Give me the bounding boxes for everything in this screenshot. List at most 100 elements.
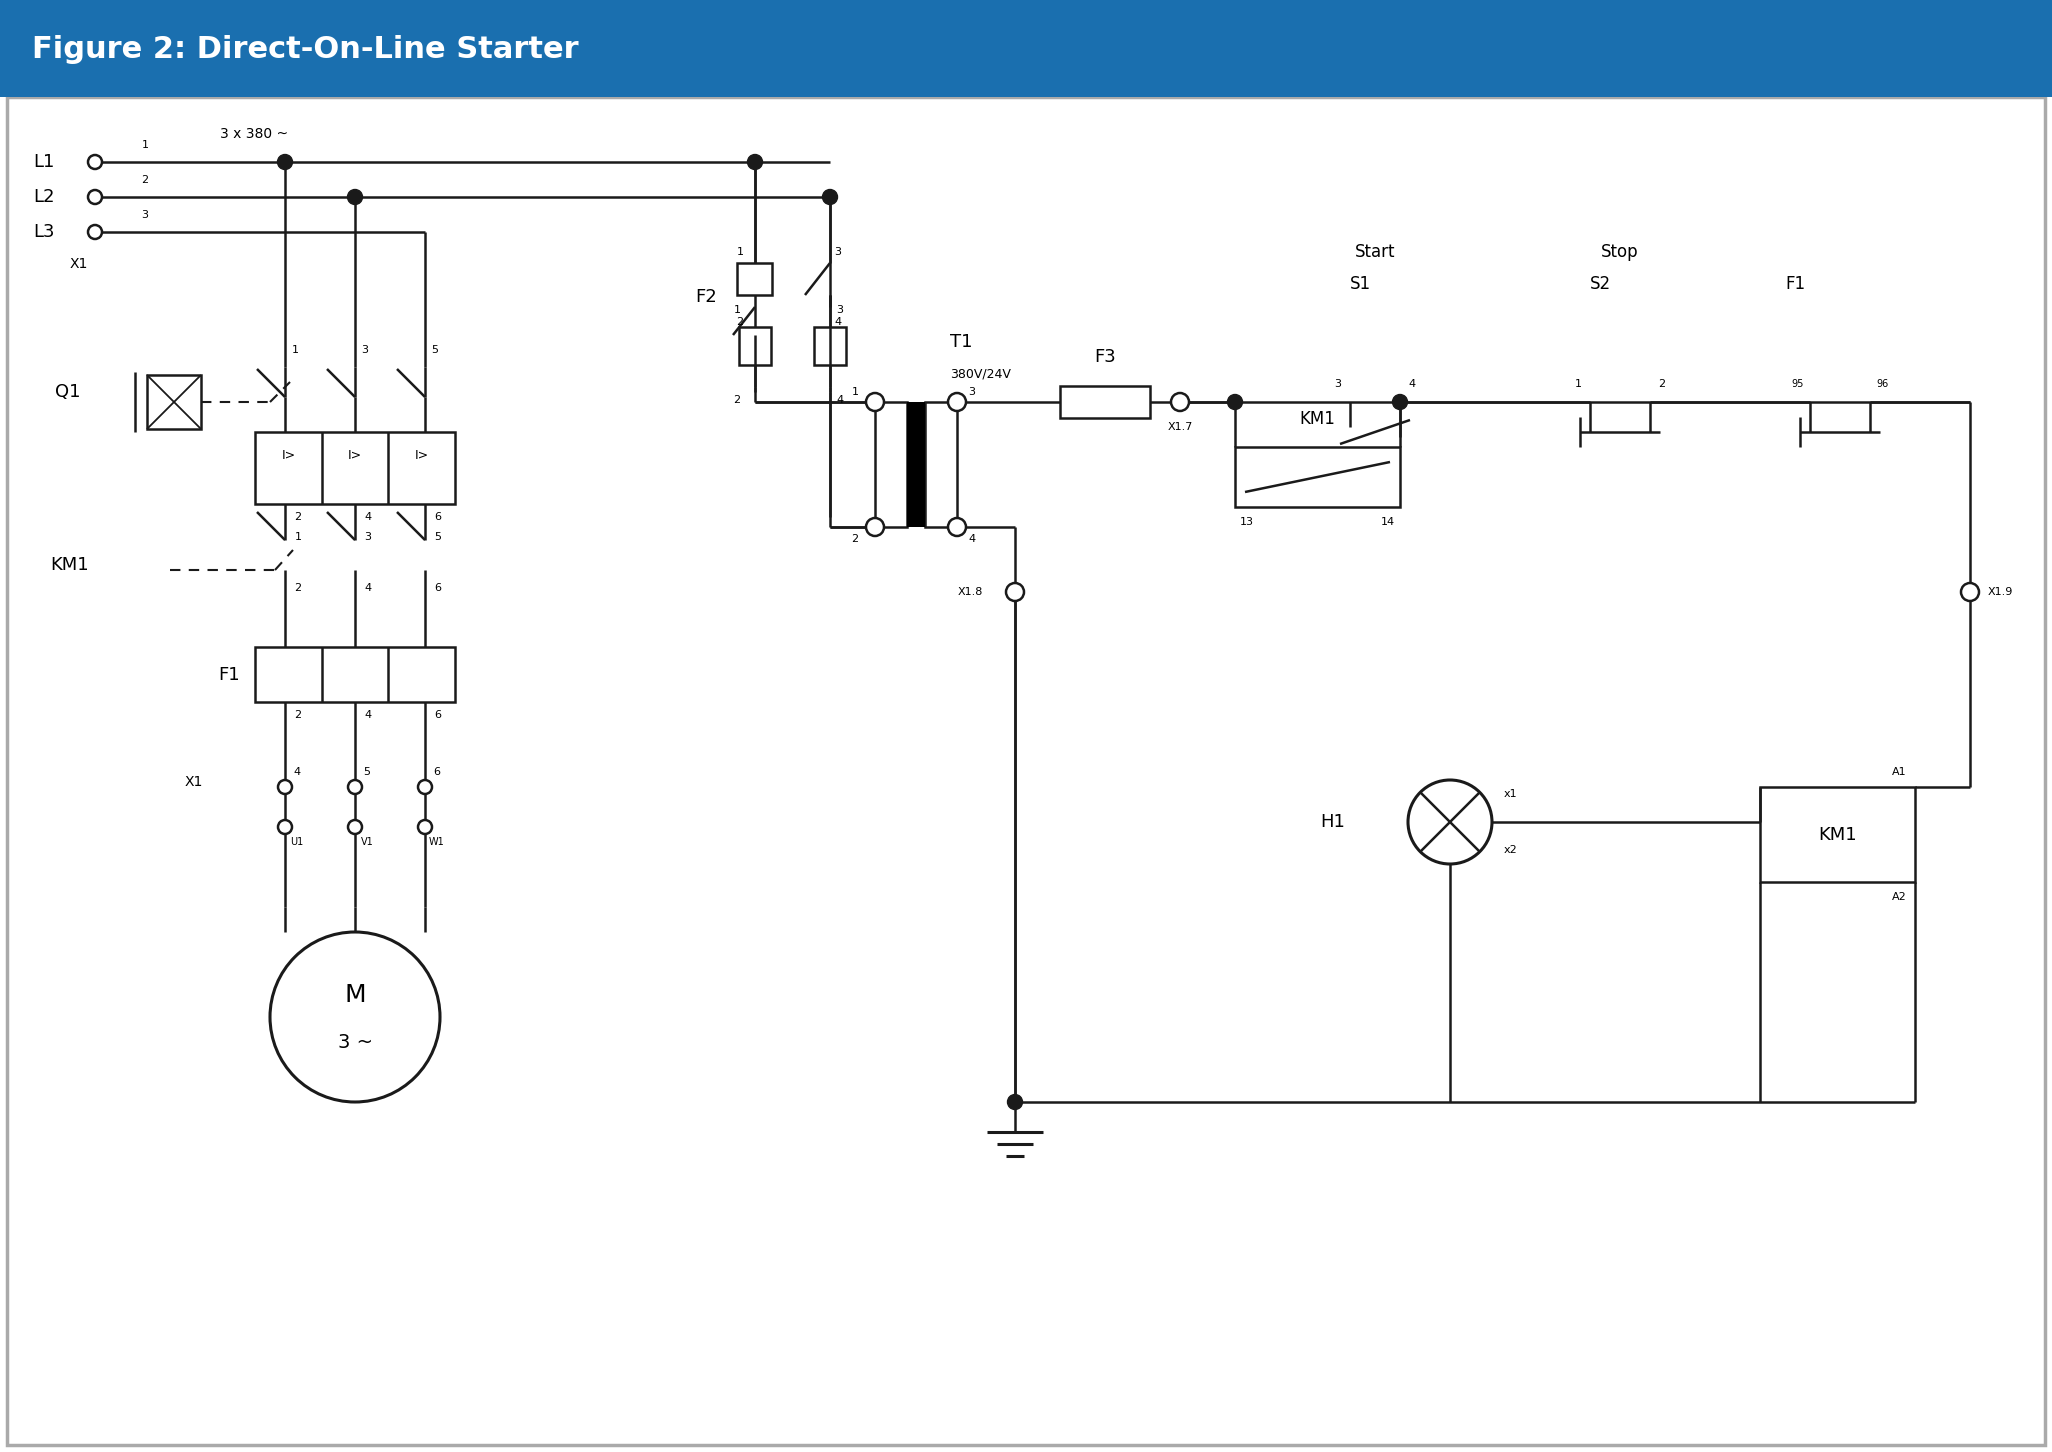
Text: W1: W1 (429, 836, 445, 847)
Text: 1: 1 (1574, 379, 1582, 389)
Bar (1235, 447, 1399, 507)
Text: I>: I> (415, 449, 429, 462)
Text: 1: 1 (852, 388, 858, 396)
Text: KM1: KM1 (1818, 826, 1857, 844)
Bar (739, 327, 772, 364)
Text: F1: F1 (218, 665, 240, 684)
Text: 14: 14 (1381, 517, 1395, 527)
Text: 2: 2 (1658, 379, 1666, 389)
Circle shape (277, 820, 291, 833)
Text: KM1: KM1 (49, 556, 88, 574)
Text: 3: 3 (1334, 379, 1342, 389)
Text: 4: 4 (1408, 379, 1416, 389)
Text: KM1: KM1 (1299, 409, 1336, 428)
Circle shape (866, 518, 884, 536)
Text: M: M (345, 983, 365, 1008)
Text: 13: 13 (1239, 517, 1254, 527)
Text: A1: A1 (1892, 767, 1906, 777)
Text: 4: 4 (365, 513, 371, 523)
Circle shape (88, 155, 103, 168)
Text: 96: 96 (1876, 379, 1888, 389)
Text: 3: 3 (969, 388, 975, 396)
Text: 1: 1 (295, 531, 302, 542)
Circle shape (1172, 393, 1188, 411)
Circle shape (347, 190, 363, 205)
Bar (907, 402, 925, 527)
Circle shape (1227, 395, 1244, 409)
Text: 1: 1 (733, 305, 741, 315)
Text: X1.8: X1.8 (958, 587, 983, 597)
Circle shape (948, 518, 966, 536)
Text: 1: 1 (737, 247, 743, 257)
Text: 1: 1 (142, 139, 148, 150)
Text: I>: I> (349, 449, 361, 462)
Text: L1: L1 (33, 152, 55, 171)
Text: L3: L3 (33, 224, 55, 241)
Circle shape (419, 780, 433, 794)
Circle shape (747, 154, 763, 170)
Text: 5: 5 (435, 531, 441, 542)
FancyBboxPatch shape (0, 0, 2052, 97)
Circle shape (1393, 395, 1408, 409)
Text: V1: V1 (361, 836, 373, 847)
Text: I>: I> (281, 449, 295, 462)
Bar (254, 433, 456, 504)
Circle shape (1005, 584, 1024, 601)
Bar (874, 402, 907, 527)
Circle shape (823, 190, 837, 205)
Text: 6: 6 (435, 584, 441, 592)
Text: X1.7: X1.7 (1168, 423, 1192, 433)
Bar (1761, 787, 1915, 881)
Text: 6: 6 (433, 767, 441, 777)
Text: 1: 1 (291, 346, 298, 354)
Text: 2: 2 (733, 395, 741, 405)
Text: 3: 3 (142, 211, 148, 221)
Text: Stop: Stop (1601, 242, 1640, 261)
Bar (925, 402, 956, 527)
Bar (1061, 386, 1149, 418)
Text: A2: A2 (1892, 892, 1906, 902)
Text: 4: 4 (969, 534, 975, 544)
Circle shape (349, 820, 361, 833)
Text: 3: 3 (837, 305, 843, 315)
Text: Q1: Q1 (55, 383, 80, 401)
Text: 5: 5 (431, 346, 439, 354)
Text: x2: x2 (1504, 845, 1518, 855)
Text: X1: X1 (70, 257, 88, 272)
Text: F2: F2 (696, 287, 716, 306)
Text: 2: 2 (293, 584, 302, 592)
Text: Start: Start (1354, 242, 1395, 261)
Circle shape (419, 820, 433, 833)
Text: x1: x1 (1504, 788, 1518, 799)
Text: 380V/24V: 380V/24V (950, 367, 1012, 380)
Circle shape (349, 780, 361, 794)
Circle shape (88, 225, 103, 240)
Text: 6: 6 (435, 513, 441, 523)
Text: 2: 2 (852, 534, 858, 544)
Circle shape (948, 393, 966, 411)
Text: 2: 2 (737, 317, 743, 327)
Text: 2: 2 (142, 176, 148, 184)
Circle shape (866, 393, 884, 411)
Text: 5: 5 (363, 767, 371, 777)
Circle shape (1962, 584, 1978, 601)
Circle shape (277, 154, 293, 170)
Text: 4: 4 (293, 767, 300, 777)
Text: S2: S2 (1590, 274, 1611, 293)
Bar (737, 263, 772, 295)
Bar (815, 327, 845, 364)
Text: 3: 3 (361, 346, 369, 354)
Text: 3 ~: 3 ~ (337, 1032, 373, 1051)
Text: T1: T1 (950, 333, 973, 351)
Text: F3: F3 (1094, 348, 1116, 366)
Text: 3: 3 (365, 531, 371, 542)
Text: 2: 2 (293, 513, 302, 523)
Text: S1: S1 (1350, 274, 1371, 293)
Bar (254, 648, 456, 701)
Text: 3: 3 (835, 247, 841, 257)
Text: 2: 2 (293, 710, 302, 720)
Text: 4: 4 (365, 584, 371, 592)
Text: X1: X1 (185, 775, 203, 788)
Text: 4: 4 (365, 710, 371, 720)
Text: X1.9: X1.9 (1988, 587, 2013, 597)
